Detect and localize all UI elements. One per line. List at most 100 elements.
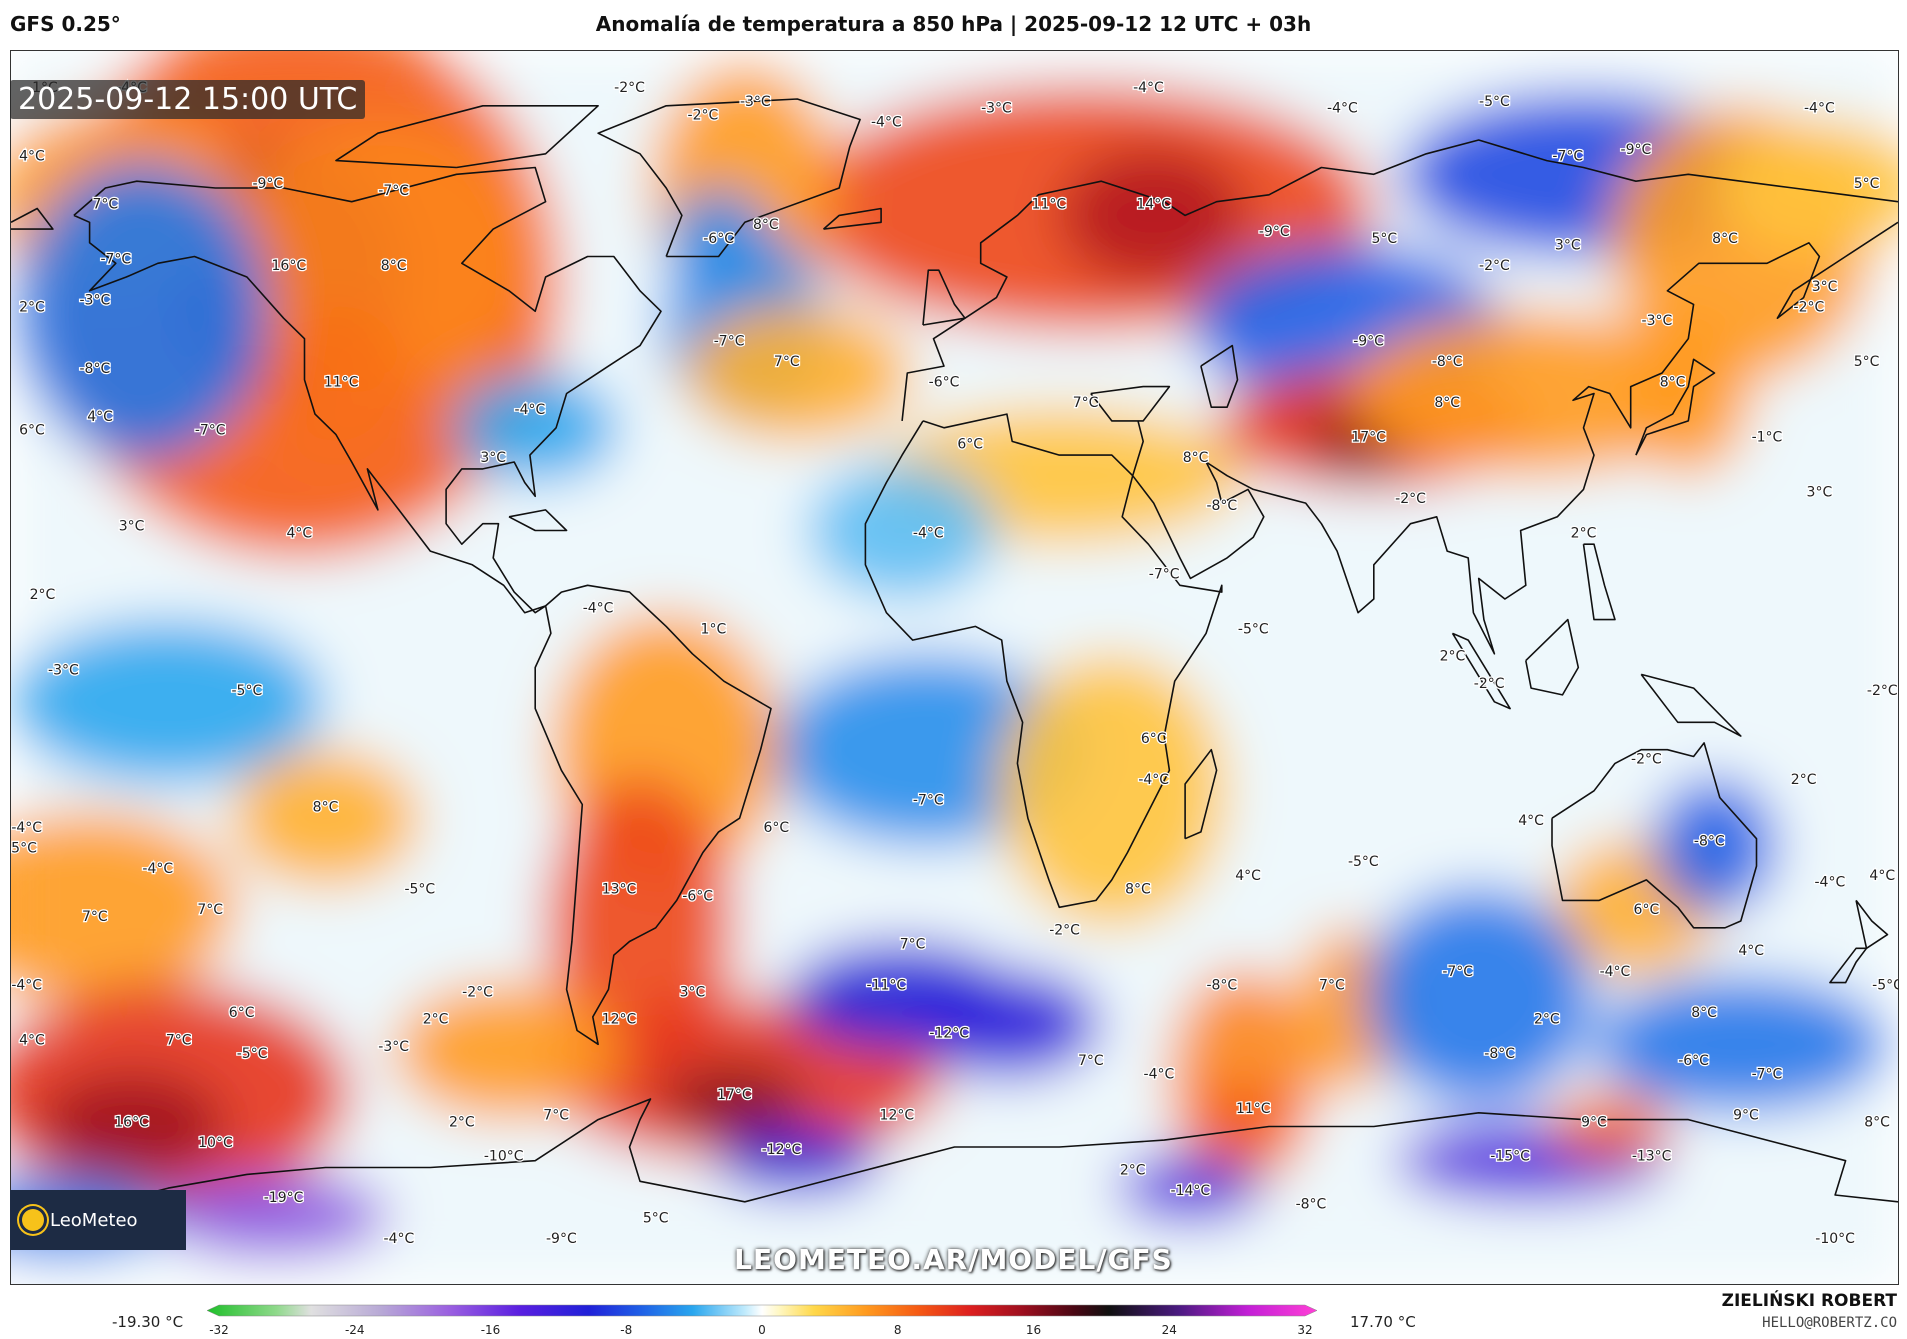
anomaly-label: -2°C [1474,676,1505,692]
logo[interactable]: LeoMeteo [10,1190,186,1250]
anomaly-label: 4°C [1738,943,1764,959]
model-name: GFS 0.25° [10,12,121,36]
colorbar-tick: -16 [481,1323,501,1337]
anomaly-label: 12°C [602,1012,637,1028]
anomaly-label: -2°C [688,108,719,124]
anomaly-label: -4°C [913,525,944,541]
anomaly-region [393,982,625,1120]
anomaly-label: -4°C [1133,80,1164,96]
anomaly-label: 2°C [449,1114,475,1130]
coastline [508,509,568,532]
coastline [11,207,54,230]
coastline [901,139,1898,421]
anomaly-label: -2°C [1867,683,1898,699]
author-name: ZIELIŃSKI ROBERT [1721,1291,1897,1311]
anomaly-label: -11°C [867,977,907,993]
anomaly-label: 4°C [1518,813,1544,829]
anomaly-label: 2°C [30,587,56,603]
anomaly-label: 16°C [114,1114,149,1130]
coastline [1640,673,1742,737]
colorbar-min-label: -19.30 °C [112,1313,184,1331]
anomaly-label: -9°C [252,176,283,192]
anomaly-label: -4°C [1600,964,1631,980]
anomaly-label: -8°C [79,361,110,377]
anomaly-label: 7°C [1078,1053,1104,1069]
coastline [864,413,1223,909]
anomaly-region [16,160,268,463]
colorbar-tick: -24 [345,1323,365,1337]
anomaly-label: -4°C [384,1231,415,1247]
anomaly-label: -4°C [1327,101,1358,117]
anomaly-label: 2°C [1120,1162,1146,1178]
anomaly-region [37,1071,226,1182]
anomaly-label: 16°C [272,258,307,274]
anomaly-label: 3°C [1812,279,1838,295]
anomaly-label: -8°C [1432,354,1463,370]
anomaly-label: 8°C [1691,1005,1717,1021]
anomaly-label: 8°C [1125,882,1151,898]
coastline [1525,618,1580,696]
anomaly-label: -3°C [79,292,110,308]
anomaly-label: 5°C [1854,354,1880,370]
anomaly-label: 17°C [1351,429,1386,445]
map-canvas: -1°C -4°C -2°C -2°C -3°C -4°C -3°C -4°C -4°C -5°C… [11,51,1898,1284]
anomaly-label: -6°C [1678,1053,1709,1069]
anomaly-label: -2°C [614,80,645,96]
anomaly-label: -3°C [740,94,771,110]
anomaly-label: -8°C [1206,977,1237,993]
anomaly-label: -2°C [1049,923,1080,939]
anomaly-label: 1°C [701,621,727,637]
anomaly-label: 7°C [93,197,119,213]
anomaly-label: -5°C [1479,94,1510,110]
anomaly-label: 4°C [19,1032,45,1048]
anomaly-label: 13°C [602,882,637,898]
anomaly-label: 3°C [1807,484,1833,500]
anomaly-region [157,1174,389,1257]
anomaly-label: -7°C [378,183,409,199]
anomaly-label: 2°C [1571,525,1597,541]
anomaly-label: -8°C [1694,834,1725,850]
anomaly-label: -4°C [583,601,614,617]
anomaly-label: 8°C [1660,375,1686,391]
logo-text: LeoMeteo [50,1209,138,1231]
anomaly-label: -4°C [142,861,173,877]
coastline [11,1098,1898,1203]
anomaly-label: 7°C [900,936,926,952]
colorbar-tick: 32 [1297,1323,1312,1337]
colorbar-tick: 24 [1162,1323,1177,1337]
anomaly-label: -3°C [48,662,79,678]
anomaly-region [1593,975,1888,1113]
anomaly-label: -15°C [1490,1149,1530,1165]
website-watermark[interactable]: LEOMETEO.AR/MODEL/GFS [734,1243,1173,1276]
anomaly-label: 4°C [19,149,45,165]
anomaly-label: -4°C [1814,875,1845,891]
anomaly-region [262,304,410,469]
anomaly-region [1059,146,1249,284]
anomaly-label: 11°C [324,375,359,391]
anomaly-label: 17°C [717,1087,752,1103]
anomaly-label: -2°C [462,984,493,1000]
anomaly-label: 6°C [957,436,983,452]
anomaly-label: -5°C [232,683,263,699]
anomaly-label: 9°C [1581,1114,1607,1130]
anomaly-map[interactable]: -1°C -4°C -2°C -2°C -3°C -4°C -3°C -4°C -4°C -5°C… [10,50,1899,1285]
anomaly-label: 7°C [1073,395,1099,411]
anomaly-region [1116,1153,1264,1223]
anomaly-label: -2°C [1631,751,1662,767]
anomaly-label: -4°C [1804,101,1835,117]
anomaly-label: 12°C [880,1108,915,1124]
anomaly-label: 4°C [1869,868,1895,884]
anomaly-label: -4°C [1144,1067,1175,1083]
anomaly-label: -14°C [1171,1183,1211,1199]
anomaly-label: 7°C [774,354,800,370]
anomaly-label: 7°C [543,1108,569,1124]
anomaly-label: 11°C [1032,197,1067,213]
anomaly-label: 2°C [1534,1012,1560,1028]
author-email[interactable]: HELLO@ROBERTZ.CO [1762,1315,1897,1331]
coastline [822,207,882,230]
anomaly-label: -10°C [484,1149,524,1165]
anomaly-region [807,462,997,599]
colorbar: -32 -24 -16 -8 0 8 16 24 32 [206,1304,1318,1337]
anomaly-label: -7°C [1149,566,1180,582]
anomaly-label: -8°C [1296,1197,1327,1213]
